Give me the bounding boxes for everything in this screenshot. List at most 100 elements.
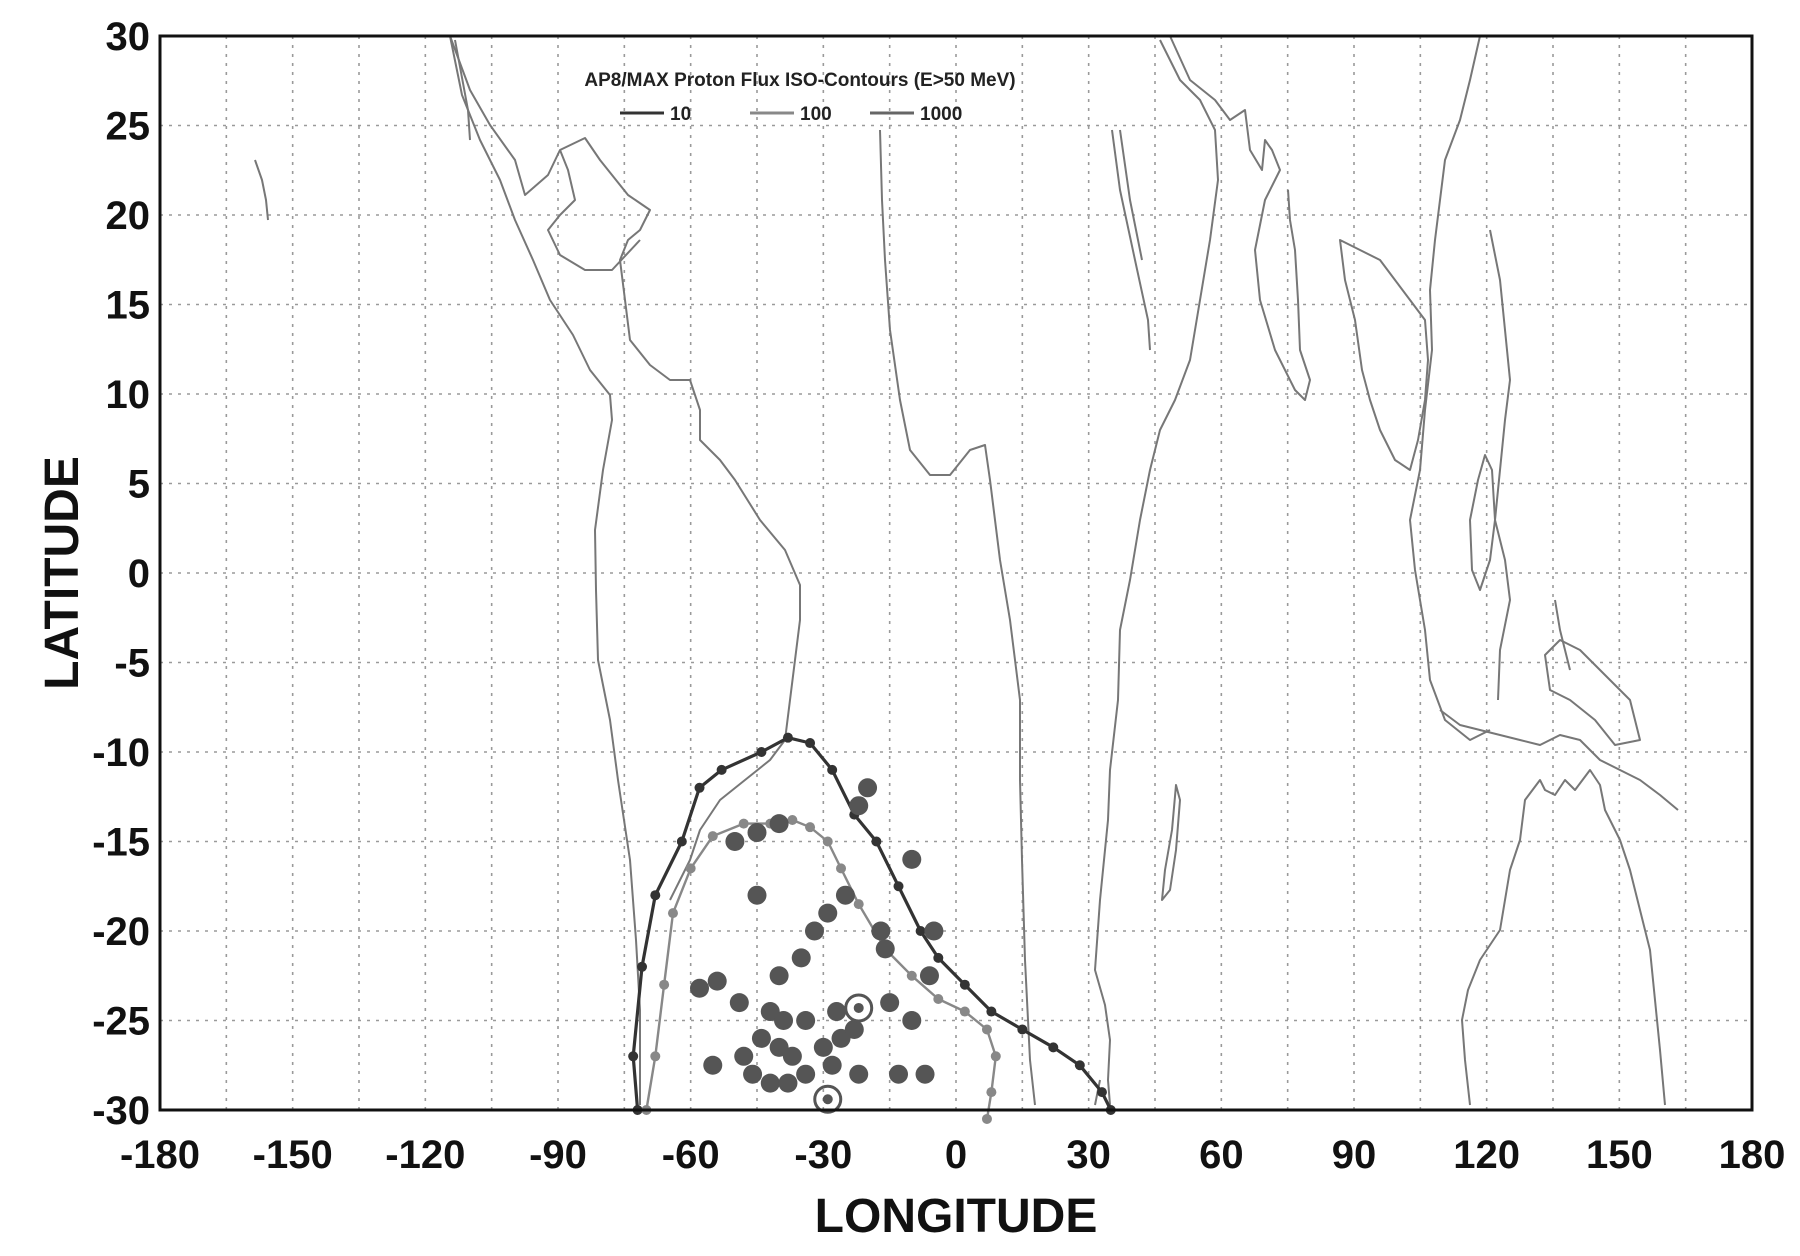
contour-point-10	[827, 764, 838, 775]
arabia	[1169, 35, 1311, 401]
y-axis-title: LATITUDE	[36, 456, 89, 690]
borneo	[1469, 454, 1496, 591]
plot-frame	[158, 34, 1754, 1112]
observation-point	[844, 1019, 864, 1039]
contour-point-100	[787, 815, 798, 826]
contour-point-100	[667, 908, 678, 919]
observation-point	[703, 1055, 723, 1075]
observation-point	[880, 993, 900, 1013]
y-tick-label: -5	[114, 642, 150, 686]
legend-items: 10 100 1000	[620, 104, 962, 125]
y-tick-label: -30	[92, 1089, 150, 1133]
x-tick-label: 150	[1586, 1133, 1653, 1177]
indonesia	[1439, 709, 1679, 811]
contour-point-100	[707, 831, 718, 842]
observation-point	[743, 1064, 763, 1084]
observation-point	[747, 823, 767, 843]
x-tick-label: -30	[794, 1133, 852, 1177]
y-tick-label: 30	[106, 15, 151, 59]
y-tick-label: 15	[106, 284, 151, 328]
contour-point-100	[986, 1087, 997, 1098]
observation-point	[778, 1073, 798, 1093]
y-tick-label: -10	[92, 731, 150, 775]
y-tick-label: -25	[92, 1000, 150, 1044]
contour-point-100	[959, 1006, 970, 1017]
contour-point-10	[676, 836, 687, 847]
observation-point	[902, 1011, 922, 1030]
y-tick-label: 25	[106, 105, 151, 149]
observation-point	[849, 796, 869, 816]
legend-title: AP8/MAX Proton Flux ISO-Contours (E>50 M…	[584, 70, 1015, 91]
observation-point	[734, 1046, 754, 1066]
x-tick-label: -120	[385, 1133, 465, 1177]
marked-point-center	[822, 1094, 833, 1105]
observation-point	[822, 1055, 842, 1075]
red-sea	[1111, 129, 1151, 351]
y-tick-label: -20	[92, 910, 150, 954]
observation-point	[747, 885, 767, 905]
contour-point-100	[685, 863, 696, 874]
contour-point-100	[933, 994, 944, 1005]
contour-point-100	[805, 822, 816, 833]
observation-point	[902, 849, 922, 869]
observation-point	[725, 832, 745, 851]
x-tick-label: -150	[253, 1133, 333, 1177]
observation-point	[875, 939, 895, 959]
contour-point-10	[1017, 1024, 1028, 1035]
contour-point-100	[981, 1024, 992, 1035]
contour-point-10	[782, 732, 793, 743]
contour-point-100	[659, 979, 670, 990]
contour-point-10	[694, 782, 705, 793]
grid-lines	[159, 35, 1753, 1111]
x-tick-labels: -180 -150 -120 -90 -60 -30 0 30 60 90 120 150 180	[120, 1133, 1785, 1177]
observation-point	[813, 1037, 833, 1057]
contour-point-100	[738, 818, 749, 829]
x-tick-label: -60	[662, 1133, 720, 1177]
contour-point-10	[959, 979, 970, 990]
legend-label: 100	[800, 104, 832, 125]
x-tick-label: 60	[1199, 1133, 1244, 1177]
new-guinea	[1544, 639, 1641, 746]
observation-point	[827, 1002, 847, 1022]
gulf-coast	[547, 149, 641, 271]
x-tick-label: 30	[1066, 1133, 1111, 1177]
observation-point	[871, 921, 891, 941]
africa-west-coast	[879, 129, 1036, 1106]
observation-point	[690, 978, 710, 998]
coastline-map	[254, 35, 1679, 1106]
contour-point-10	[1074, 1060, 1085, 1071]
observation-points	[690, 778, 944, 1114]
contour-point-10	[1048, 1042, 1059, 1053]
x-tick-label: -90	[529, 1133, 587, 1177]
philippines	[1554, 599, 1571, 671]
contour-point-100	[906, 970, 917, 981]
x-tick-label: 90	[1332, 1133, 1377, 1177]
contour-point-10	[933, 952, 944, 963]
observation-point	[849, 1064, 869, 1084]
hawaii-island	[254, 159, 269, 221]
india	[1339, 239, 1429, 471]
observation-point	[924, 921, 944, 941]
contour-point-10	[756, 747, 767, 757]
contour-point-10	[805, 738, 816, 749]
flux-contours	[628, 732, 1116, 1124]
contour-point-10	[893, 881, 904, 892]
contour-point-10	[915, 926, 926, 936]
observation-point	[919, 966, 939, 986]
observation-point	[915, 1064, 935, 1084]
observation-point	[889, 1064, 909, 1084]
y-tick-label: 0	[128, 552, 150, 596]
y-tick-labels: -30 -25 -20 -15 -10 -5 0 5 10 15 20 25 30	[92, 15, 150, 1133]
contour-line-100	[645, 818, 997, 1120]
observation-point	[707, 971, 727, 991]
observation-point	[818, 903, 838, 923]
contour-point-10	[650, 890, 661, 901]
contour-point-10	[637, 961, 648, 972]
contour-point-100	[836, 863, 847, 874]
contour-point-10	[1096, 1087, 1107, 1098]
contour-point-10	[986, 1006, 997, 1017]
observation-point	[858, 778, 878, 798]
australia	[1461, 769, 1666, 1106]
x-axis-title: LONGITUDE	[815, 1190, 1098, 1243]
